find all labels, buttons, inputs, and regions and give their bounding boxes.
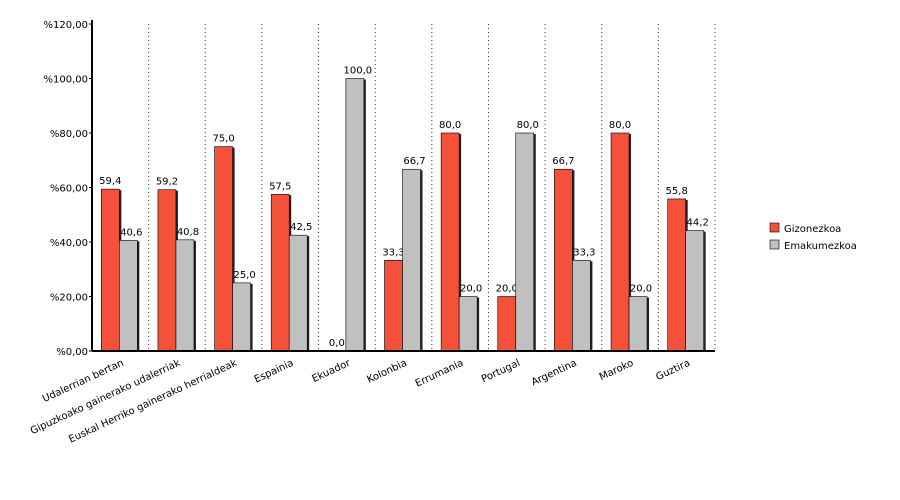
y-tick-label: %80,00 (50, 129, 88, 140)
y-tick-label: %100,00 (44, 75, 89, 86)
bar (175, 239, 195, 352)
legend-swatch (769, 222, 780, 233)
bar (232, 282, 251, 352)
bar (157, 189, 177, 352)
value-label: 66,7 (403, 156, 425, 167)
bar (119, 240, 138, 352)
value-label: 42,5 (290, 222, 312, 233)
value-label: 20,0 (496, 284, 518, 295)
bar (667, 198, 686, 352)
value-label: 44,2 (687, 218, 709, 229)
bar (288, 234, 308, 352)
value-label: 40,8 (177, 227, 199, 238)
bar (497, 296, 517, 352)
value-label: 33,3 (573, 247, 595, 258)
bar (554, 168, 573, 352)
legend-swatch (769, 239, 780, 250)
value-label: 55,8 (666, 186, 688, 197)
y-tick-label: %120,00 (44, 20, 89, 31)
value-label: 66,7 (552, 156, 574, 167)
x-tick-label: Errumania (414, 358, 466, 390)
legend-label: Gizonezkoa (784, 224, 841, 235)
value-label: 25,0 (233, 270, 255, 281)
value-label: 57,5 (269, 181, 291, 192)
y-tick-label: %0,00 (56, 347, 88, 358)
x-tick-label: Portugal (480, 358, 522, 385)
x-tick-label: Maroko (598, 358, 636, 383)
value-label: 59,2 (156, 177, 178, 188)
bar (214, 146, 233, 352)
value-label: 20,0 (630, 284, 652, 295)
bar (384, 259, 403, 352)
bar (610, 132, 630, 352)
y-tick-label: %20,00 (50, 293, 88, 304)
x-tick-label: Espainia (253, 358, 296, 386)
bar (440, 132, 460, 352)
x-tick-label: Argentina (530, 358, 579, 389)
bar (685, 230, 704, 352)
value-label: 100,0 (344, 66, 373, 77)
value-label: 80,0 (609, 120, 631, 131)
x-tick-label: Ekuador (310, 357, 352, 385)
y-tick-label: %60,00 (50, 184, 88, 195)
bar (515, 132, 535, 352)
bar (628, 296, 648, 352)
x-tick-label: Guztira (654, 358, 692, 383)
y-tick-label: %40,00 (50, 238, 88, 249)
bar (458, 296, 478, 352)
bar (402, 168, 421, 352)
value-label: 80,0 (517, 120, 539, 131)
value-label: 80,0 (439, 120, 461, 131)
x-tick-label: Kolonbia (365, 358, 408, 386)
bar (572, 259, 591, 352)
bar (345, 78, 365, 352)
value-label: 40,6 (120, 227, 142, 238)
value-label: 75,0 (212, 134, 234, 145)
value-label: 33,3 (382, 247, 404, 258)
bar (101, 188, 120, 352)
value-label: 20,0 (460, 284, 482, 295)
legend-label: Emakumezkoa (784, 241, 857, 252)
bar (270, 194, 290, 352)
value-label: 59,4 (99, 176, 121, 187)
value-label: 0,0 (329, 338, 345, 349)
